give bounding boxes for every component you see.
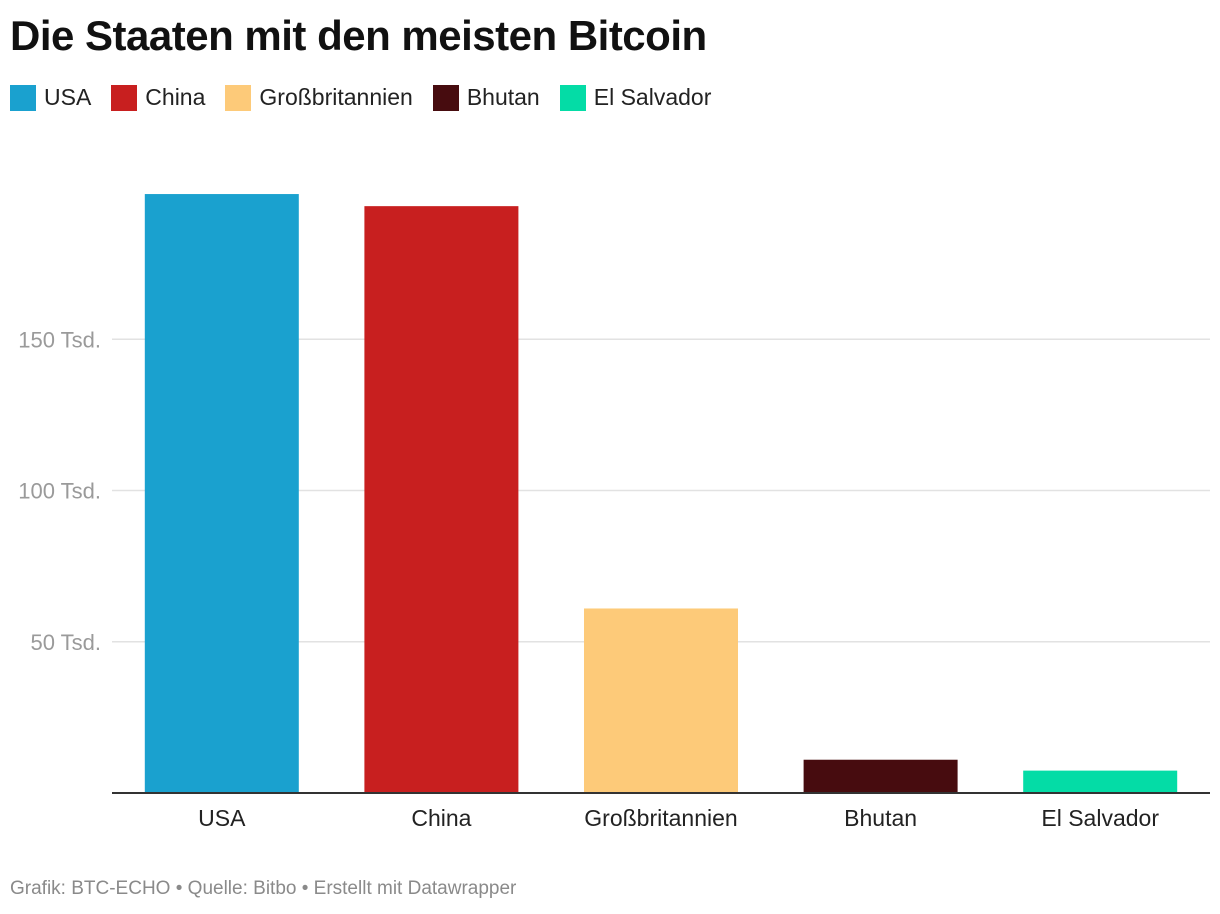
chart-title: Die Staaten mit den meisten Bitcoin — [10, 12, 707, 59]
legend-swatch — [432, 84, 459, 111]
legend-item-bhutan: Bhutan — [432, 84, 540, 111]
legend-item-china: China — [111, 84, 205, 111]
x-tick-label: El Salvador — [1041, 805, 1159, 831]
bar-4 — [1023, 770, 1178, 793]
y-tick-label: 150 Tsd. — [18, 327, 101, 352]
x-tick-label: China — [411, 805, 471, 831]
source-footer: Grafik: BTC-ECHO • Quelle: Bitbo • Erste… — [10, 878, 517, 899]
bar-2 — [584, 608, 738, 793]
legend: USA China Großbritannien Bhutan El Salva… — [10, 84, 731, 111]
bar-0 — [144, 194, 299, 794]
legend-label: USA — [44, 84, 92, 110]
legend-item-grossbritannien: Großbritannien — [225, 84, 413, 111]
x-tick-label: Großbritannien — [584, 805, 737, 831]
legend-swatch — [10, 84, 36, 111]
x-tick-label: Bhutan — [844, 805, 917, 831]
legend-label: Großbritannien — [259, 84, 413, 110]
legend-swatch — [225, 84, 252, 111]
legend-swatch — [111, 84, 138, 111]
legend-swatch — [559, 84, 586, 111]
legend-item-el-salvador: El Salvador — [559, 84, 712, 111]
bar-1 — [364, 206, 519, 793]
legend-label: China — [145, 84, 206, 110]
y-tick-label: 100 Tsd. — [18, 479, 101, 504]
bar-3 — [803, 759, 958, 793]
legend-label: Bhutan — [466, 84, 540, 110]
y-tick-label: 50 Tsd. — [30, 630, 101, 655]
legend-label: El Salvador — [593, 84, 712, 110]
legend-item-usa: USA — [10, 84, 91, 111]
x-tick-label: USA — [198, 805, 246, 831]
